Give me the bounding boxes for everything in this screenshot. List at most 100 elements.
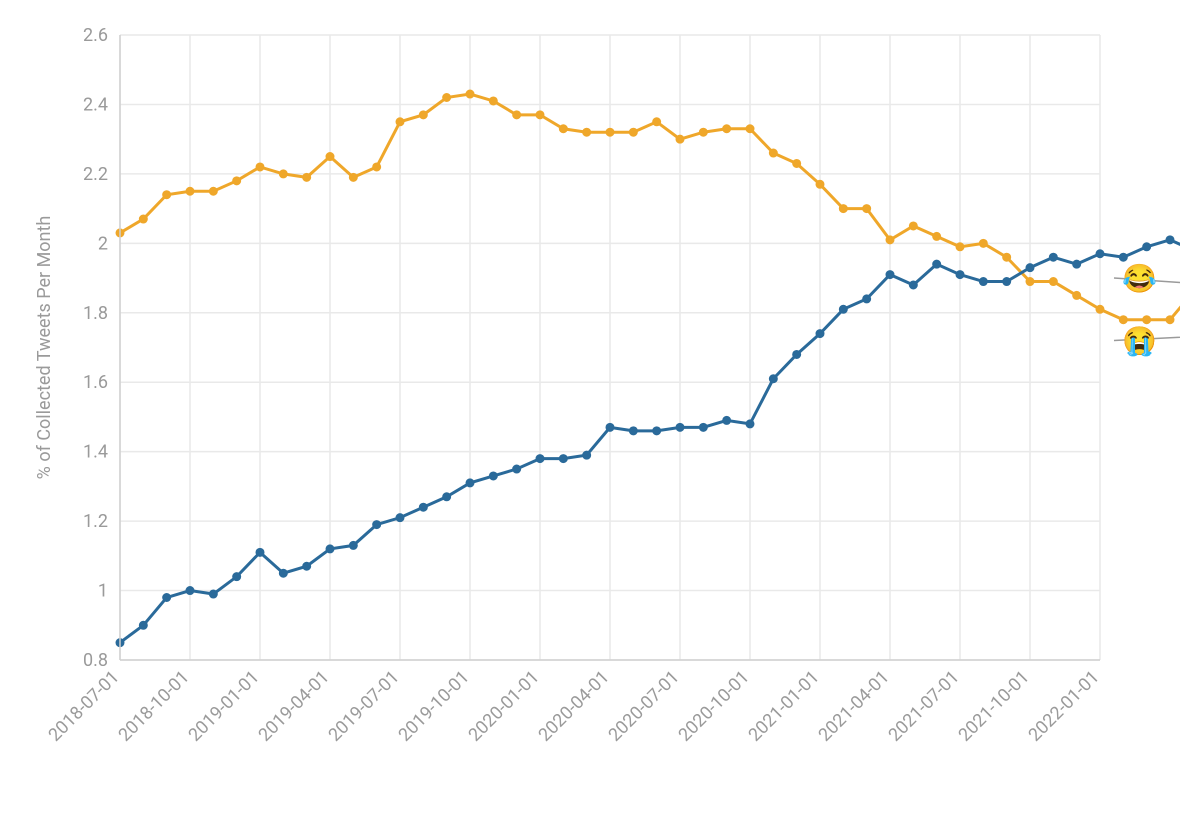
x-tick-label: 2021-10-01	[954, 667, 1033, 746]
series-marker-loudly-crying	[233, 573, 241, 581]
series-marker-tears-of-joy	[513, 111, 521, 119]
emoji-usage-chart: 0.811.21.41.61.822.22.42.62018-07-012018…	[0, 0, 1180, 832]
y-tick-label: 2	[98, 233, 108, 254]
series-marker-loudly-crying	[396, 514, 404, 522]
series-marker-tears-of-joy	[373, 163, 381, 171]
x-tick-label: 2019-07-01	[324, 667, 403, 746]
series-marker-tears-of-joy	[209, 187, 217, 195]
series-marker-loudly-crying	[1119, 253, 1127, 261]
series-marker-tears-of-joy	[1143, 316, 1151, 324]
x-tick-label: 2020-10-01	[674, 667, 753, 746]
series-marker-tears-of-joy	[303, 173, 311, 181]
y-tick-label: 2.2	[83, 164, 108, 185]
series-marker-tears-of-joy	[419, 111, 427, 119]
series-marker-tears-of-joy	[233, 177, 241, 185]
series-marker-loudly-crying	[1003, 278, 1011, 286]
series-marker-tears-of-joy	[769, 149, 777, 157]
x-tick: 2022-01-01	[1024, 667, 1103, 746]
series-marker-tears-of-joy	[933, 232, 941, 240]
y-axis-label: % of Collected Tweets Per Month	[34, 216, 55, 480]
x-tick-label: 2022-01-01	[1024, 667, 1103, 746]
series-marker-loudly-crying	[863, 295, 871, 303]
series-marker-tears-of-joy	[653, 118, 661, 126]
series-marker-loudly-crying	[163, 594, 171, 602]
series-marker-loudly-crying	[489, 472, 497, 480]
series-marker-tears-of-joy	[163, 191, 171, 199]
series-marker-tears-of-joy	[793, 159, 801, 167]
x-tick: 2021-10-01	[954, 667, 1033, 746]
y-tick-label: 0.8	[83, 650, 108, 671]
series-marker-loudly-crying	[559, 455, 567, 463]
series-marker-loudly-crying	[349, 541, 357, 549]
x-tick: 2019-07-01	[324, 667, 403, 746]
series-marker-tears-of-joy	[863, 205, 871, 213]
series-marker-loudly-crying	[699, 423, 707, 431]
y-tick-label: 1	[98, 581, 108, 602]
series-marker-tears-of-joy	[746, 125, 754, 133]
series-marker-loudly-crying	[1096, 250, 1104, 258]
series-marker-tears-of-joy	[1096, 305, 1104, 313]
series-marker-tears-of-joy	[139, 215, 147, 223]
y-tick-label: 1.6	[83, 372, 108, 393]
series-marker-tears-of-joy	[443, 94, 451, 102]
x-tick-label: 2020-01-01	[464, 667, 543, 746]
series-marker-loudly-crying	[373, 521, 381, 529]
series-marker-loudly-crying	[816, 330, 824, 338]
series-marker-tears-of-joy	[1119, 316, 1127, 324]
series-marker-tears-of-joy	[979, 239, 987, 247]
series-marker-loudly-crying	[676, 423, 684, 431]
series-marker-loudly-crying	[956, 271, 964, 279]
x-tick: 2020-04-01	[534, 667, 613, 746]
series-marker-tears-of-joy	[559, 125, 567, 133]
x-tick-label: 2021-01-01	[744, 667, 823, 746]
series-marker-tears-of-joy	[1026, 278, 1034, 286]
x-tick: 2021-07-01	[884, 667, 963, 746]
series-line-tears-of-joy	[120, 94, 1180, 320]
series-marker-loudly-crying	[1073, 260, 1081, 268]
x-tick: 2019-01-01	[184, 667, 263, 746]
series-label-emoji-tears-of-joy: 😂	[1122, 262, 1157, 295]
series-marker-loudly-crying	[746, 420, 754, 428]
series-marker-tears-of-joy	[676, 135, 684, 143]
x-tick-label: 2019-10-01	[394, 667, 473, 746]
x-tick-label: 2021-07-01	[884, 667, 963, 746]
series-marker-loudly-crying	[443, 493, 451, 501]
x-tick: 2021-01-01	[744, 667, 823, 746]
x-tick-label: 2019-04-01	[254, 667, 333, 746]
series-marker-tears-of-joy	[396, 118, 404, 126]
x-tick: 2021-04-01	[814, 667, 893, 746]
series-marker-loudly-crying	[513, 465, 521, 473]
x-tick: 2020-10-01	[674, 667, 753, 746]
series-line-loudly-crying	[120, 240, 1180, 643]
series-marker-tears-of-joy	[256, 163, 264, 171]
x-tick: 2019-04-01	[254, 667, 333, 746]
series-marker-loudly-crying	[979, 278, 987, 286]
series-marker-loudly-crying	[723, 416, 731, 424]
series-marker-loudly-crying	[466, 479, 474, 487]
x-tick-label: 2020-07-01	[604, 667, 683, 746]
series-marker-loudly-crying	[933, 260, 941, 268]
series-marker-loudly-crying	[886, 271, 894, 279]
series-marker-tears-of-joy	[723, 125, 731, 133]
x-tick-label: 2018-10-01	[114, 667, 193, 746]
x-tick-label: 2018-07-01	[44, 667, 123, 746]
chart-svg: 0.811.21.41.61.822.22.42.62018-07-012018…	[0, 0, 1180, 832]
series-marker-tears-of-joy	[1166, 316, 1174, 324]
series-marker-loudly-crying	[419, 503, 427, 511]
series-marker-loudly-crying	[1049, 253, 1057, 261]
series-marker-tears-of-joy	[349, 173, 357, 181]
series-marker-loudly-crying	[583, 451, 591, 459]
x-tick: 2020-01-01	[464, 667, 543, 746]
series-marker-loudly-crying	[1143, 243, 1151, 251]
series-marker-tears-of-joy	[629, 128, 637, 136]
series-marker-tears-of-joy	[1003, 253, 1011, 261]
series-marker-loudly-crying	[1026, 264, 1034, 272]
x-tick: 2018-07-01	[44, 667, 123, 746]
series-marker-loudly-crying	[256, 548, 264, 556]
series-marker-loudly-crying	[326, 545, 334, 553]
series-marker-loudly-crying	[629, 427, 637, 435]
series-label-emoji-loudly-crying: 😭	[1122, 325, 1157, 358]
series-marker-tears-of-joy	[699, 128, 707, 136]
series-marker-loudly-crying	[536, 455, 544, 463]
series-marker-loudly-crying	[606, 423, 614, 431]
